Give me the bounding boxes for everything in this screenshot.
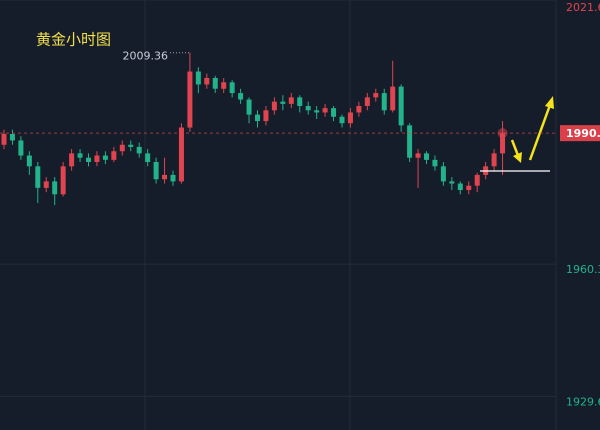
candle-body xyxy=(69,153,75,167)
last-price-glow xyxy=(497,128,508,139)
arrow-head xyxy=(513,152,522,163)
candle-body xyxy=(153,162,159,180)
candle-body xyxy=(331,108,337,117)
candle-body xyxy=(322,108,328,113)
candle-body xyxy=(77,153,83,158)
candle-body xyxy=(255,114,260,122)
candle-body xyxy=(229,82,235,94)
candle-body xyxy=(297,97,303,106)
y-tick-label: 2021.6 xyxy=(566,1,600,14)
candle-body xyxy=(390,86,396,111)
candle-body xyxy=(271,101,277,111)
candle-body xyxy=(238,93,244,100)
candle-body xyxy=(373,93,379,98)
candle-body xyxy=(52,181,58,195)
candle-body xyxy=(440,166,446,182)
candle-body xyxy=(162,174,168,180)
candle-body xyxy=(86,157,91,163)
candle-body xyxy=(60,166,66,195)
candle-body xyxy=(94,155,100,163)
arrow-head xyxy=(545,96,554,109)
candle-body xyxy=(204,77,210,85)
candle-body xyxy=(221,82,227,89)
candle-body xyxy=(35,166,41,188)
candle-body xyxy=(195,71,201,85)
candle-body xyxy=(356,105,362,113)
candle-body xyxy=(280,101,286,104)
candle-body xyxy=(136,146,142,154)
candle-body xyxy=(18,140,24,156)
chart-title: 黄金小时图 xyxy=(36,31,111,49)
candle-body xyxy=(339,116,345,124)
candle-body xyxy=(398,86,404,126)
candle-body xyxy=(305,105,311,111)
high-label: 2009.36 xyxy=(123,50,169,63)
candle-body xyxy=(457,183,463,191)
candle-body xyxy=(43,181,49,188)
candle-body xyxy=(263,110,269,122)
candle-body xyxy=(364,97,370,106)
candle-body xyxy=(491,153,497,167)
last-price-label: 1990.7 xyxy=(566,127,600,140)
y-tick-label: 1960.3 xyxy=(566,263,600,276)
candle-body xyxy=(432,159,438,167)
arrow xyxy=(528,104,552,161)
candle-body xyxy=(178,127,184,182)
last-price-box xyxy=(560,125,600,142)
candle-body xyxy=(26,155,32,167)
candle-body xyxy=(246,99,252,115)
candle-body xyxy=(119,144,125,152)
marks xyxy=(1,52,506,206)
candle-body xyxy=(407,125,413,158)
candle-body xyxy=(347,112,353,124)
candle-body xyxy=(9,133,15,141)
candle-body xyxy=(187,71,193,128)
candle-body xyxy=(128,144,134,147)
candle-body xyxy=(145,153,151,163)
candle-body xyxy=(415,153,421,158)
candle-body xyxy=(314,110,320,113)
y-tick-label: 1929.6 xyxy=(566,395,600,408)
candle-body xyxy=(474,174,480,186)
candle-body xyxy=(212,77,218,89)
candle-body xyxy=(381,93,387,111)
candle-body xyxy=(111,151,117,160)
candle-body xyxy=(466,185,472,191)
grid xyxy=(0,0,556,397)
candle-body xyxy=(1,133,7,145)
candle-body xyxy=(170,174,176,182)
candle-body xyxy=(449,181,455,184)
candle-body xyxy=(288,97,294,104)
candle-body xyxy=(102,155,108,160)
candle-body xyxy=(424,153,429,160)
candle-body xyxy=(500,133,506,154)
